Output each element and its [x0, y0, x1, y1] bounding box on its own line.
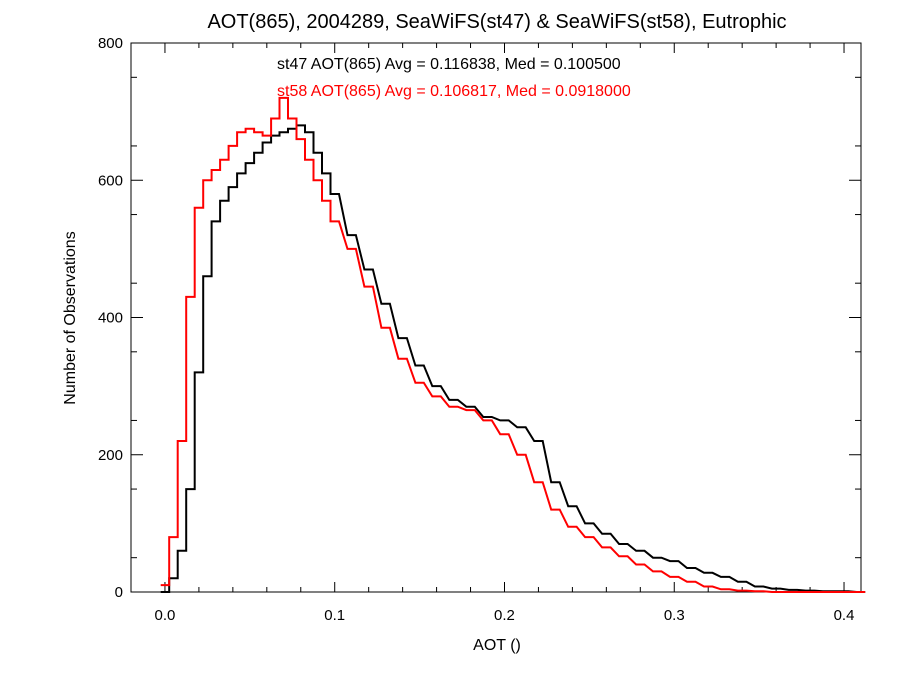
chart-title: AOT(865), 2004289, SeaWiFS(st47) & SeaWi…: [207, 11, 786, 33]
plot-area: [130, 42, 866, 593]
x-axis-label: AOT (): [473, 637, 521, 654]
series-line-st58: [160, 96, 866, 593]
y-tick-label: 800: [98, 35, 123, 52]
y-tick-label: 0: [115, 584, 123, 601]
x-tick-label: 0.4: [834, 607, 855, 624]
x-tick-label: 0.0: [155, 607, 176, 624]
plot-frame: [130, 42, 862, 593]
x-tick-label: 0.1: [324, 607, 345, 624]
series-lines: [160, 96, 866, 593]
y-axis-label: Number of Observations: [62, 231, 79, 404]
x-tick-label: 0.3: [664, 607, 685, 624]
y-tick-label: 200: [98, 447, 123, 464]
tick-labels: 0.0 0.1 0.2 0.3 0.4 0 200 400 600 800: [98, 35, 854, 624]
series-line-st47: [160, 124, 866, 593]
x-tick-label: 0.2: [494, 607, 515, 624]
annotation-st58: st58 AOT(865) Avg = 0.106817, Med = 0.09…: [277, 83, 631, 100]
axis-ticks: [130, 42, 861, 593]
y-tick-label: 600: [98, 172, 123, 189]
annotation-st47: st47 AOT(865) Avg = 0.116838, Med = 0.10…: [277, 56, 621, 73]
y-tick-label: 400: [98, 310, 123, 327]
